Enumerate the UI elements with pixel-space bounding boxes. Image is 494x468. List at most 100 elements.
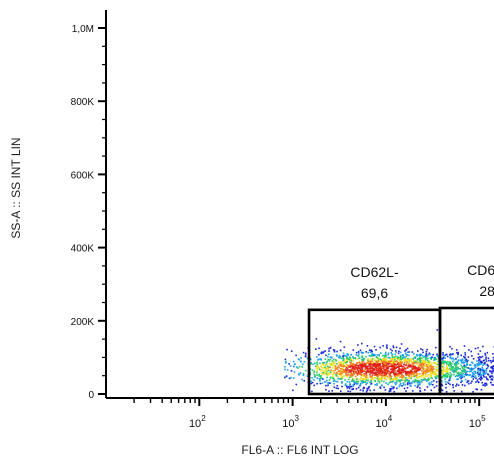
data-point (483, 373, 486, 375)
data-point (428, 384, 431, 386)
data-point (444, 357, 446, 359)
data-point (412, 380, 414, 382)
data-point (335, 360, 337, 362)
data-point (376, 363, 379, 365)
data-point (392, 345, 395, 347)
data-point (432, 361, 435, 364)
data-point (442, 353, 444, 356)
data-point (399, 354, 402, 357)
data-point (411, 362, 414, 365)
data-point (416, 386, 419, 388)
data-point (421, 349, 424, 351)
data-point (372, 362, 375, 365)
data-point (398, 372, 401, 374)
data-point (449, 361, 451, 363)
data-point (369, 365, 372, 368)
data-point (403, 363, 405, 366)
data-point (449, 345, 451, 348)
data-point (388, 382, 391, 384)
data-point (414, 380, 416, 382)
data-point (374, 364, 376, 366)
data-point (323, 381, 326, 383)
data-point (285, 362, 287, 364)
data-point (474, 347, 477, 350)
data-point (335, 375, 338, 377)
data-point (348, 356, 351, 358)
data-point (348, 387, 351, 390)
data-point (441, 358, 444, 360)
data-point (446, 366, 448, 369)
data-point (346, 376, 349, 378)
data-point (409, 382, 411, 385)
data-point (419, 359, 421, 362)
data-point (405, 349, 407, 351)
data-point (329, 346, 332, 349)
data-point (330, 369, 332, 372)
data-point (414, 356, 417, 358)
data-point (411, 382, 413, 385)
data-point (384, 377, 386, 380)
data-point (414, 365, 416, 368)
data-point (361, 342, 363, 345)
data-point (377, 363, 380, 366)
data-point (411, 375, 413, 378)
data-point (444, 370, 447, 372)
data-point (420, 381, 423, 383)
data-point (367, 358, 369, 360)
data-point (484, 352, 486, 355)
data-point (313, 376, 316, 378)
data-point (406, 378, 409, 381)
data-point (480, 363, 482, 365)
data-point (331, 390, 333, 392)
data-point (334, 369, 337, 372)
data-point (378, 378, 380, 381)
data-point (479, 356, 481, 358)
data-point (363, 362, 366, 364)
data-point (352, 371, 355, 373)
data-point (369, 355, 372, 357)
data-point (384, 365, 387, 368)
data-point (324, 350, 326, 352)
data-point (454, 364, 456, 366)
data-point (413, 356, 416, 359)
data-point (392, 387, 394, 390)
data-point (372, 358, 375, 360)
data-point (394, 361, 396, 364)
data-point (383, 374, 385, 376)
data-point (412, 362, 415, 364)
data-point (365, 379, 368, 382)
data-point (367, 362, 369, 364)
data-point (372, 353, 375, 356)
data-point (374, 384, 376, 386)
data-point (365, 372, 368, 374)
data-point (435, 377, 437, 380)
data-point (286, 369, 289, 371)
data-point (367, 359, 369, 361)
data-point (451, 363, 453, 365)
data-point (326, 379, 328, 382)
data-point (417, 360, 419, 363)
data-point (375, 349, 377, 351)
data-point (413, 370, 416, 372)
data-point (341, 371, 344, 373)
data-point (417, 379, 420, 382)
data-point (353, 371, 356, 373)
data-point (451, 370, 454, 372)
data-point (433, 359, 435, 361)
data-point (393, 391, 395, 393)
data-point (361, 382, 364, 384)
data-point (370, 369, 372, 372)
data-point (485, 382, 488, 385)
data-point (394, 365, 397, 368)
data-point (485, 370, 488, 372)
data-point (401, 385, 403, 387)
data-point (370, 359, 372, 361)
data-point (461, 384, 464, 386)
data-point (406, 354, 409, 356)
data-point (347, 357, 349, 360)
gate-name-label: CD62L- (350, 264, 399, 280)
data-point (376, 371, 378, 374)
data-point (481, 377, 483, 380)
data-point (377, 360, 379, 362)
